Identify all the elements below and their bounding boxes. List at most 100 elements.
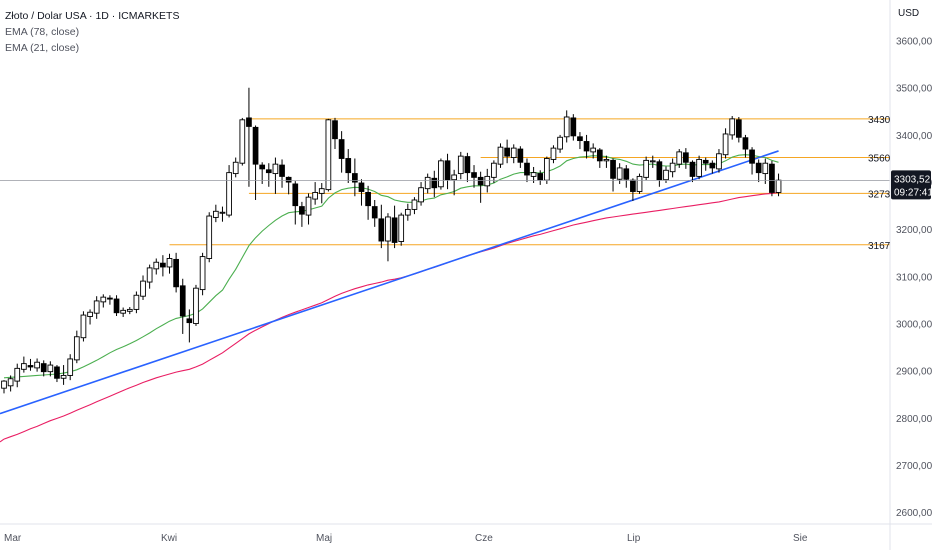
candle-body — [391, 217, 398, 243]
candle-body — [246, 117, 252, 127]
price-tick-label: 2900,00 — [896, 367, 932, 378]
candle-body — [702, 159, 709, 164]
candle-body — [107, 297, 113, 300]
candle-body — [345, 158, 352, 174]
trendline-path — [0, 150, 779, 415]
candle-body — [656, 161, 663, 181]
candle-body — [477, 176, 484, 186]
candle-body — [285, 176, 292, 183]
candle-body — [623, 168, 630, 180]
chart-legend: Złoto / Dolar USA · 1D · ICMARKETS EMA (… — [5, 8, 179, 56]
horizontal-levels[interactable] — [169, 118, 891, 246]
candle-body — [160, 262, 166, 268]
candle-body — [199, 256, 206, 291]
candle-body — [133, 294, 140, 310]
candle-body — [683, 152, 689, 163]
candle-body — [265, 169, 272, 174]
candle-body — [398, 214, 405, 242]
candle-body — [755, 162, 762, 174]
candle-body — [669, 162, 676, 173]
price-tick-label: 3600,00 — [896, 37, 932, 48]
candle-body — [550, 147, 557, 160]
price-tick-label: 3400,00 — [896, 131, 932, 142]
bar-countdown: 09:27:41 — [894, 187, 932, 198]
time-tick-label: Maj — [316, 533, 332, 544]
price-tick-label: 2700,00 — [896, 461, 932, 472]
candle-body — [643, 159, 649, 178]
candle-body — [67, 358, 74, 376]
candle-body — [464, 156, 471, 174]
level-label: 3560 — [868, 154, 891, 165]
candle-body — [292, 183, 299, 207]
candle-body — [7, 378, 14, 387]
candle-body — [749, 149, 755, 164]
price-tick-label: 2800,00 — [896, 414, 932, 425]
candle-body — [418, 187, 424, 203]
time-tick-label: Cze — [475, 533, 493, 544]
candle-body — [709, 162, 716, 169]
candle-body — [769, 163, 775, 193]
candle-body — [775, 179, 782, 193]
indicator-ema21-label[interactable]: EMA (21, close) — [5, 42, 80, 54]
candle-body — [616, 167, 623, 180]
currency-label[interactable]: USD — [898, 8, 920, 19]
time-axis[interactable]: Mar Kwi Maj Cze Lip Sie — [4, 533, 808, 544]
candle-body — [299, 206, 305, 215]
candle-body — [338, 139, 345, 159]
candle-body — [34, 361, 40, 369]
candle-body — [577, 136, 583, 142]
price-tick-label: 3100,00 — [896, 272, 932, 283]
candle-body — [583, 141, 590, 152]
candle-body — [272, 163, 279, 175]
level-labels: 3430 3560 3273 3167 — [868, 115, 891, 252]
candle-body — [504, 147, 510, 157]
trendline[interactable] — [0, 150, 779, 415]
price-tick-label: 3000,00 — [896, 320, 932, 331]
candle-body — [212, 210, 219, 218]
ema78-path — [3, 191, 779, 440]
candle-body — [232, 161, 239, 175]
candle-body — [510, 147, 517, 158]
ema78-line — [0, 191, 779, 443]
candle-body — [596, 149, 603, 162]
time-tick-label: Mar — [4, 533, 22, 544]
price-tick-label: 3500,00 — [896, 84, 932, 95]
symbol-title[interactable]: Złoto / Dolar USA · 1D · ICMARKETS — [5, 10, 180, 22]
candle-body — [365, 191, 371, 207]
candle-body — [722, 133, 729, 156]
candle-body — [352, 173, 358, 183]
candle-body — [762, 162, 769, 175]
indicator-ema78-label[interactable]: EMA (78, close) — [5, 26, 80, 38]
candle-body — [279, 164, 285, 177]
candle-body — [153, 261, 160, 270]
candle-body — [590, 147, 597, 153]
candle-body — [424, 176, 431, 190]
candle-body — [663, 169, 669, 181]
candle-body — [179, 285, 186, 317]
candle-body — [636, 175, 643, 192]
candle-body — [404, 208, 411, 216]
candle-body — [431, 177, 438, 189]
candle-body — [186, 318, 193, 324]
candle-body — [80, 314, 87, 339]
level-label: 3167 — [868, 241, 891, 252]
candle-body — [140, 280, 146, 297]
price-axis[interactable]: 3600,003500,003400,003300,003200,003100,… — [896, 37, 932, 520]
candle-body — [166, 258, 173, 268]
candle-body — [312, 191, 318, 200]
candle-body — [252, 126, 259, 165]
candle-body — [120, 309, 127, 314]
candle-body — [14, 367, 21, 382]
candle-body — [87, 311, 93, 317]
candle-body — [729, 118, 736, 136]
candle-body — [385, 216, 391, 242]
candle-body — [530, 172, 537, 177]
candle-body — [318, 188, 325, 194]
ema78-segment — [0, 438, 5, 443]
candle-body — [689, 161, 696, 177]
candle-body — [259, 164, 266, 170]
candle-body — [457, 155, 464, 175]
candle-body — [173, 258, 179, 288]
candle-body — [497, 146, 504, 165]
